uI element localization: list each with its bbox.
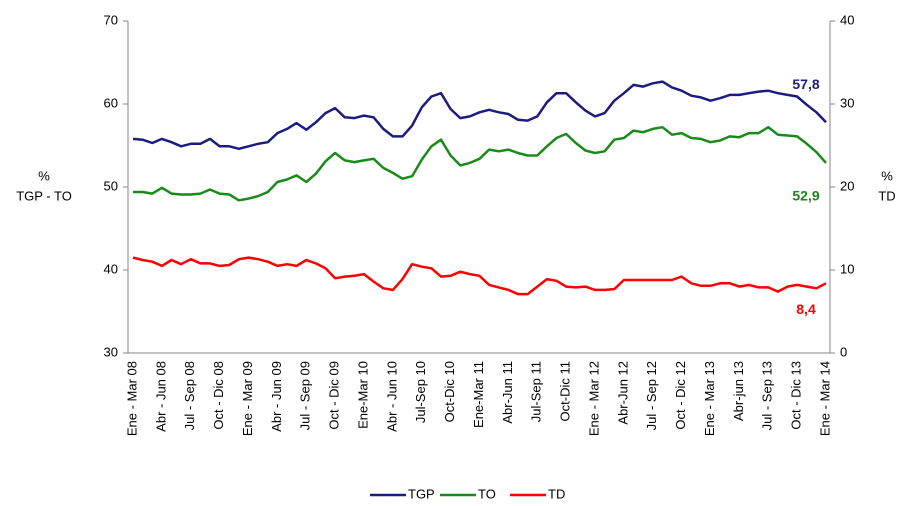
y-axis-label: % <box>38 168 50 183</box>
y-tick-label: 30 <box>104 344 118 359</box>
y2-axis-label: % <box>881 168 893 183</box>
x-tick-label: Abr-Jun 12 <box>615 361 630 425</box>
x-tick-label: Ene - Mar 08 <box>124 361 139 436</box>
value-label: 8,4 <box>796 301 816 317</box>
x-tick-label: Abr-jun 13 <box>731 361 746 421</box>
series-line <box>132 80 827 151</box>
y2-axis-label: TD <box>878 188 895 203</box>
x-tick-label: Oct - Dic 09 <box>327 361 342 430</box>
y-tick-label: 50 <box>104 178 118 193</box>
x-tick-label: Jul - Sep 13 <box>760 361 775 430</box>
x-tick-label: Oct-Dic 10 <box>442 361 457 422</box>
x-tick-label: Oct - Dic 13 <box>789 361 804 430</box>
x-tick-label: Ene - Mar 09 <box>240 361 255 436</box>
x-tick-label: Jul-Sep 11 <box>529 361 544 422</box>
y-tick-label: 40 <box>104 261 118 276</box>
x-tick-label: Oct - Dic 12 <box>673 361 688 430</box>
x-tick-label: Ene-Mar 11 <box>471 361 486 428</box>
y2-tick-label: 0 <box>840 344 847 359</box>
y2-tick-label: 40 <box>840 12 854 27</box>
y2-tick-label: 10 <box>840 261 854 276</box>
y2-tick-label: 20 <box>840 178 854 193</box>
y-tick-label: 70 <box>104 12 118 27</box>
x-tick-label: Abr - Jun 09 <box>269 361 284 432</box>
y-tick-label: 60 <box>104 95 118 110</box>
series-line <box>133 125 827 202</box>
series-line <box>132 256 827 296</box>
x-tick-label: Oct - Dic 08 <box>211 361 226 430</box>
x-tick-label: Abr - Jun 10 <box>384 361 399 432</box>
y2-tick-label: 30 <box>840 95 854 110</box>
value-label: 57,8 <box>792 76 819 92</box>
x-tick-label: Abr-Jun 11 <box>500 361 515 424</box>
x-tick-label: Abr - Jun 08 <box>153 361 168 432</box>
x-tick-label: Jul - Sep 09 <box>298 361 313 430</box>
x-tick-label: Ene - Mar 14 <box>817 361 832 436</box>
x-tick-label: Ene - Mar 12 <box>586 361 601 436</box>
value-label: 52,9 <box>792 188 819 204</box>
x-tick-label: Jul-Sep 10 <box>413 361 428 423</box>
x-tick-label: Jul - Sep 12 <box>644 361 659 430</box>
x-tick-label: Jul - Sep 08 <box>182 361 197 430</box>
x-tick-label: Oct-Dic 11 <box>558 361 573 421</box>
x-tick-label: Ene-Mar 10 <box>355 361 370 429</box>
legend-label: TO <box>478 486 496 501</box>
y-axis-label: TGP - TO <box>16 188 72 203</box>
x-tick-label: Ene - Mar 13 <box>702 361 717 436</box>
legend-label: TGP <box>408 486 435 501</box>
legend-label: TD <box>548 486 565 501</box>
